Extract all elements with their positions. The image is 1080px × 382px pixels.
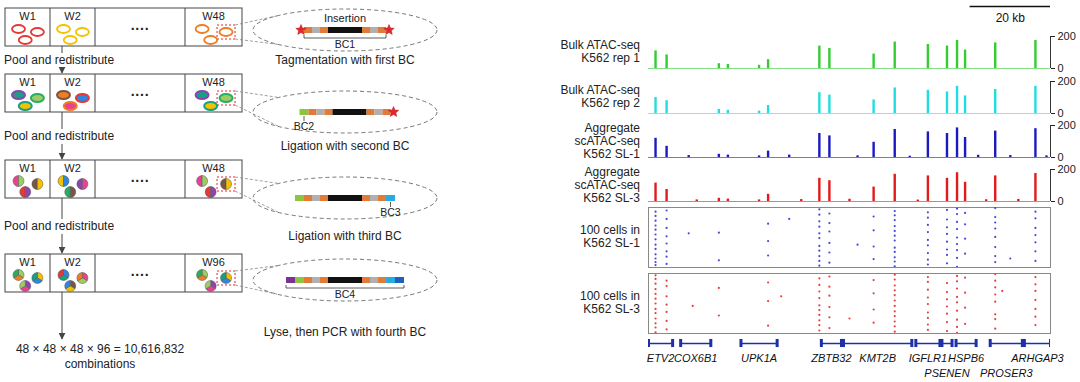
svg-text:PSENEN: PSENEN [924, 367, 969, 379]
html-text:Aggregate: Aggregate [584, 164, 640, 179]
svg-text:Pool and redistribute: Pool and redistribute [4, 53, 114, 67]
svg-text:Lyse, then PCR with fourth BC: Lyse, then PCR with fourth BC [264, 325, 427, 339]
svg-text:0: 0 [1058, 107, 1064, 119]
svg-text:····: ···· [131, 267, 150, 283]
svg-text:W96: W96 [202, 256, 225, 268]
svg-text:W2: W2 [64, 10, 81, 22]
html-text:Bulk ATAC-seq: Bulk ATAC-seq [560, 83, 640, 97]
svg-text:ZBTB32: ZBTB32 [810, 352, 851, 364]
svg-text:····: ···· [131, 173, 150, 189]
svg-text:UPK1A: UPK1A [741, 352, 777, 364]
svg-text:W1: W1 [19, 10, 36, 22]
svg-text:200: 200 [1058, 30, 1076, 42]
svg-text:W1: W1 [19, 162, 36, 174]
html-text:K562 SL-1: K562 SL-1 [583, 236, 640, 250]
svg-text:BC2: BC2 [294, 120, 315, 132]
svg-text:Pool and redistribute: Pool and redistribute [4, 219, 114, 233]
svg-text:W1: W1 [19, 256, 36, 268]
svg-text:W48: W48 [202, 76, 225, 88]
svg-text:ARHGAP3: ARHGAP3 [1010, 352, 1064, 364]
svg-text:BC4: BC4 [335, 288, 356, 300]
svg-text:COX6B1: COX6B1 [674, 352, 717, 364]
html-text:K562 rep 1: K562 rep 1 [581, 51, 640, 65]
svg-text:KMT2B: KMT2B [859, 352, 896, 364]
svg-text:0: 0 [1058, 195, 1064, 207]
html-text:100 cells in: 100 cells in [580, 223, 640, 237]
svg-text:IGFLR1: IGFLR1 [909, 352, 948, 364]
html-text:Bulk ATAC-seq: Bulk ATAC-seq [560, 38, 640, 52]
svg-text:W2: W2 [64, 162, 81, 174]
svg-text:Insertion: Insertion [324, 12, 366, 24]
svg-text:BC1: BC1 [335, 38, 356, 50]
html-text:K562 SL-3: K562 SL-3 [583, 190, 640, 205]
svg-text:0: 0 [1058, 62, 1064, 74]
svg-text:200: 200 [1058, 163, 1076, 175]
svg-text:0: 0 [1058, 151, 1064, 163]
html-text:Aggregate: Aggregate [584, 120, 640, 135]
svg-text:Ligation with third BC: Ligation with third BC [288, 229, 402, 243]
svg-text:Pool and redistribute: Pool and redistribute [4, 129, 114, 143]
html-text:scATAC-seq: scATAC-seq [574, 133, 640, 148]
svg-text:W1: W1 [19, 76, 36, 88]
svg-text:20 kb: 20 kb [996, 11, 1026, 25]
html-text:K562 SL-1: K562 SL-1 [583, 146, 640, 161]
svg-text:Ligation with second BC: Ligation with second BC [281, 139, 410, 153]
svg-text:200: 200 [1058, 75, 1076, 87]
svg-text:combinations: combinations [65, 357, 136, 371]
html-text:K562 SL-3: K562 SL-3 [583, 302, 640, 316]
svg-text:W48: W48 [202, 10, 225, 22]
svg-text:Tagmentation with first BC: Tagmentation with first BC [275, 53, 415, 67]
svg-text:W48: W48 [202, 162, 225, 174]
svg-text:····: ···· [131, 21, 150, 37]
svg-text:W2: W2 [64, 76, 81, 88]
svg-text:PROSER3: PROSER3 [980, 367, 1033, 379]
svg-text:200: 200 [1058, 119, 1076, 131]
svg-text:BC3: BC3 [380, 206, 401, 218]
svg-text:W2: W2 [64, 256, 81, 268]
svg-text:ETV2: ETV2 [647, 352, 675, 364]
html-text:scATAC-seq: scATAC-seq [574, 177, 640, 192]
svg-text:HSPB6: HSPB6 [948, 352, 985, 364]
svg-text:····: ···· [131, 87, 150, 103]
html-text:100 cells in: 100 cells in [580, 289, 640, 303]
svg-text:48 × 48 × 48 × 96 = 10,616,832: 48 × 48 × 48 × 96 = 10,616,832 [16, 342, 184, 356]
html-text:K562 rep 2: K562 rep 2 [581, 96, 640, 110]
